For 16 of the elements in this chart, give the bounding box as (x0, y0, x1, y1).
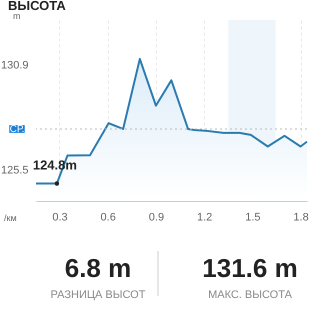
chart-title: ВЫСОТА (8, 0, 66, 13)
x-tick-label: 1.8 (293, 212, 309, 224)
x-axis-title: /км (4, 213, 17, 223)
x-tick-label: 1.5 (245, 212, 260, 224)
text: 6.8 m (64, 253, 132, 283)
x-tick-label: 0.6 (100, 212, 116, 224)
ref-line-label: СР. (10, 124, 24, 135)
text: РАЗНИЦА ВЫСОТ (50, 289, 146, 301)
x-tick-label: 0.3 (52, 212, 68, 224)
y-axis-title: m (13, 11, 20, 21)
y-tick-label: 125.5 (0, 164, 28, 176)
x-tick-label: 0.9 (148, 212, 164, 224)
x-tick-label: 1.2 (196, 212, 212, 224)
y-tick-label: 130.9 (0, 59, 28, 72)
text: 131.6 m (202, 253, 298, 283)
text: МАКС. ВЫСОТА (208, 289, 293, 301)
